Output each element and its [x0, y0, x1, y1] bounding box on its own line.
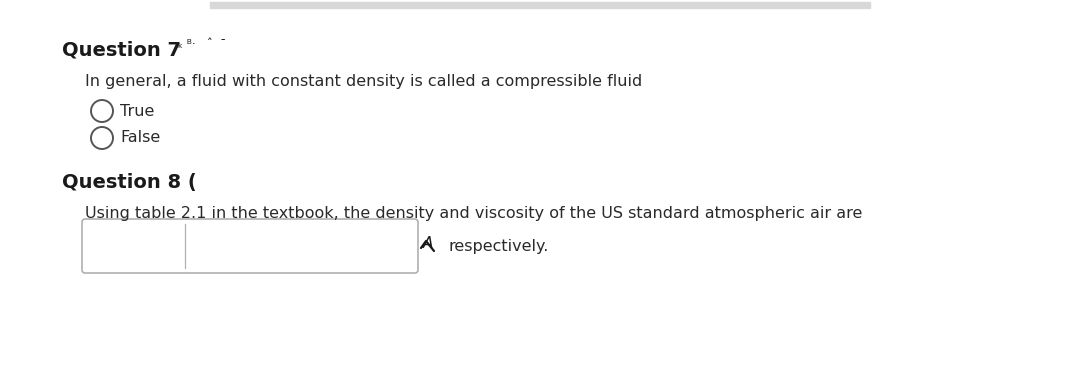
Text: Question 8 (: Question 8 ( — [62, 173, 197, 192]
Text: A: A — [422, 235, 433, 250]
FancyBboxPatch shape — [82, 219, 418, 273]
Text: Question 7: Question 7 — [62, 40, 181, 59]
Bar — [210, 2, 870, 8]
Text: ₖ ᴮ·   ˆ  ˉ: ₖ ᴮ· ˆ ˉ — [178, 38, 226, 51]
Text: In general, a fluid with constant density is called a compressible fluid: In general, a fluid with constant densit… — [85, 74, 643, 89]
Text: Using table 2.1 in the textbook, the density and viscosity of the US standard at: Using table 2.1 in the textbook, the den… — [85, 206, 862, 221]
Text: True: True — [120, 104, 154, 119]
Text: False: False — [120, 131, 160, 146]
Text: respectively.: respectively. — [448, 239, 549, 254]
